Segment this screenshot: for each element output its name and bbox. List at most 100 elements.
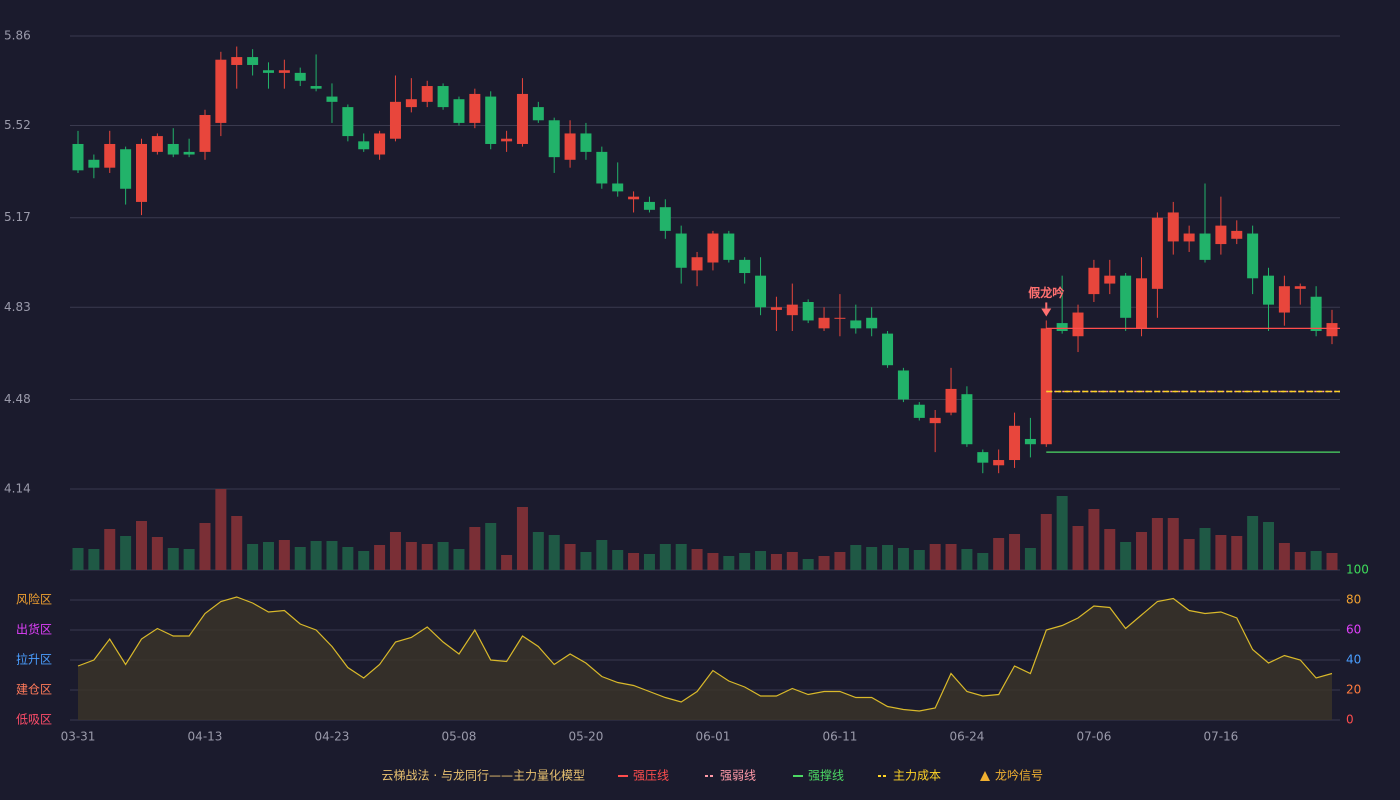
- candle-body: [437, 86, 449, 108]
- candle-body: [374, 133, 386, 155]
- volume-bar: [770, 554, 782, 570]
- volume-bar: [786, 552, 798, 570]
- indicator-line: [77, 596, 1333, 712]
- legend-label: 强压线: [633, 769, 669, 783]
- x-tick-label: 05-20: [569, 730, 604, 744]
- candle-body: [866, 317, 878, 329]
- candle-body: [247, 57, 259, 65]
- candle-body: [723, 233, 735, 260]
- volume-bar: [389, 532, 401, 570]
- candle-body: [850, 320, 862, 329]
- volume-bar: [834, 552, 846, 570]
- candle-body: [1231, 230, 1243, 239]
- volume-bar: [167, 548, 179, 570]
- candle-body: [675, 233, 687, 268]
- x-tick-label: 06-01: [695, 730, 730, 744]
- volume-bar: [612, 550, 624, 570]
- volume-bar: [1151, 518, 1163, 570]
- zone-label: 出货区: [16, 622, 52, 637]
- candle-body: [135, 143, 147, 202]
- y2-tick-label: 0: [1346, 713, 1354, 727]
- candle-body: [897, 370, 909, 400]
- volume-bar: [1278, 543, 1290, 570]
- volume-bar: [294, 547, 306, 570]
- candle-body: [469, 93, 481, 123]
- volume-bar: [866, 547, 878, 570]
- candle-body: [564, 133, 576, 160]
- volume-bar: [310, 541, 322, 570]
- legend-title: 云梯战法 · 与龙同行——主力量化模型: [382, 769, 585, 783]
- volume-bar: [278, 540, 290, 570]
- candle-body: [1278, 286, 1290, 313]
- zone-label: 拉升区: [16, 652, 52, 667]
- volume-bar: [977, 553, 989, 570]
- candle-body: [1167, 212, 1179, 242]
- volume-bar: [104, 529, 116, 570]
- volume-bar: [135, 521, 147, 570]
- candle-body: [294, 72, 306, 81]
- volume-bar: [1104, 529, 1116, 570]
- candle-body: [1056, 323, 1068, 331]
- volume-bar: [675, 544, 687, 570]
- candle-body: [167, 143, 179, 155]
- volume-bar: [326, 541, 338, 570]
- volume-bar: [929, 544, 941, 570]
- volume-bar: [659, 544, 671, 570]
- legend-swatch: [980, 771, 990, 781]
- volume-bar: [1167, 518, 1179, 570]
- candle-body: [1263, 275, 1275, 305]
- y2-tick-label: 100: [1346, 563, 1369, 577]
- candle-body: [755, 275, 767, 308]
- volume-bar: [1040, 514, 1052, 570]
- legend-label: 主力成本: [893, 769, 941, 783]
- candle-body: [532, 107, 544, 121]
- volume-bar: [1056, 496, 1068, 570]
- candle-body: [72, 143, 84, 171]
- candle-body: [548, 120, 560, 158]
- signal-arrow: [1041, 308, 1052, 317]
- candle-body: [1294, 286, 1306, 289]
- signal-label: 假龙吟: [1028, 285, 1064, 300]
- candle-body: [516, 93, 528, 144]
- x-tick-label: 04-23: [315, 730, 350, 744]
- y2-tick-label: 40: [1346, 653, 1361, 667]
- volume-bar: [993, 538, 1005, 570]
- volume-bar: [247, 544, 259, 570]
- volume-bar: [1120, 542, 1132, 570]
- candle-body: [818, 317, 830, 329]
- zone-label: 建仓区: [16, 683, 52, 697]
- candle-body: [993, 460, 1005, 466]
- y-tick-label: 5.17: [4, 210, 31, 224]
- legend-label: 强弱线: [720, 769, 756, 783]
- x-tick-label: 05-08: [442, 730, 477, 744]
- candle-body: [501, 138, 513, 142]
- y2-tick-label: 20: [1346, 683, 1361, 697]
- candle-body: [1088, 267, 1100, 295]
- zone-label: 低吸区: [16, 713, 52, 727]
- volume-bar: [1199, 528, 1211, 570]
- candle-body: [834, 317, 846, 319]
- candle-body: [961, 394, 973, 445]
- candle-body: [1199, 233, 1211, 260]
- candle-body: [612, 183, 624, 192]
- volume-bar: [1024, 548, 1036, 570]
- candle-body: [342, 107, 354, 137]
- volume-bar: [437, 542, 449, 570]
- volume-bar: [897, 548, 909, 570]
- candle-body: [231, 57, 243, 65]
- candle-body: [1104, 275, 1116, 284]
- volume-bar: [485, 523, 497, 570]
- volume-bar: [1247, 516, 1259, 570]
- zone-label: 风险区: [16, 592, 52, 607]
- volume-bar: [501, 555, 513, 570]
- candle-body: [1072, 312, 1084, 337]
- candle-body: [1326, 323, 1338, 337]
- indicator-area: [78, 597, 1332, 720]
- candle-body: [1151, 217, 1163, 289]
- volume-bar: [453, 549, 465, 570]
- candle-body: [1040, 328, 1052, 445]
- candle-body: [1136, 278, 1148, 329]
- y-tick-label: 4.14: [4, 482, 31, 496]
- volume-bar: [1072, 526, 1084, 570]
- volume-bar: [1009, 534, 1021, 570]
